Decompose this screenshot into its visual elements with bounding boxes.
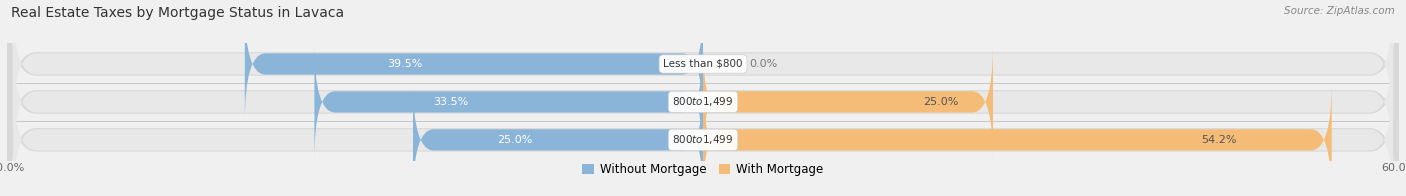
Text: 39.5%: 39.5% bbox=[388, 59, 423, 69]
Text: 25.0%: 25.0% bbox=[924, 97, 959, 107]
Text: 0.0%: 0.0% bbox=[749, 59, 778, 69]
FancyBboxPatch shape bbox=[413, 82, 703, 196]
Text: 25.0%: 25.0% bbox=[496, 135, 533, 145]
Text: Source: ZipAtlas.com: Source: ZipAtlas.com bbox=[1284, 6, 1395, 16]
Text: 54.2%: 54.2% bbox=[1201, 135, 1236, 145]
FancyBboxPatch shape bbox=[245, 6, 703, 122]
Legend: Without Mortgage, With Mortgage: Without Mortgage, With Mortgage bbox=[578, 158, 828, 181]
FancyBboxPatch shape bbox=[13, 75, 1393, 196]
FancyBboxPatch shape bbox=[315, 44, 703, 160]
Text: 33.5%: 33.5% bbox=[433, 97, 468, 107]
FancyBboxPatch shape bbox=[703, 44, 993, 160]
FancyBboxPatch shape bbox=[703, 82, 1331, 196]
FancyBboxPatch shape bbox=[13, 37, 1393, 167]
FancyBboxPatch shape bbox=[7, 19, 1399, 185]
Text: Real Estate Taxes by Mortgage Status in Lavaca: Real Estate Taxes by Mortgage Status in … bbox=[11, 6, 344, 20]
FancyBboxPatch shape bbox=[13, 0, 1393, 129]
Text: Less than $800: Less than $800 bbox=[664, 59, 742, 69]
Text: $800 to $1,499: $800 to $1,499 bbox=[672, 133, 734, 146]
Text: $800 to $1,499: $800 to $1,499 bbox=[672, 95, 734, 108]
FancyBboxPatch shape bbox=[7, 0, 1399, 147]
FancyBboxPatch shape bbox=[7, 57, 1399, 196]
